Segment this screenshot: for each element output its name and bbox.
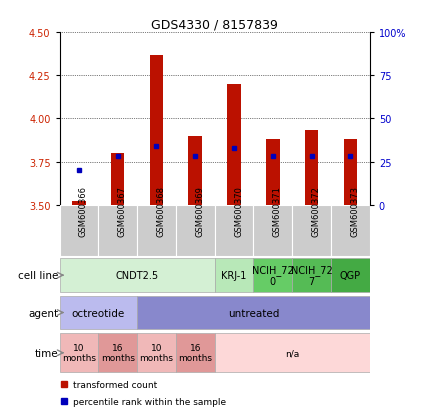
Text: 10
months: 10 months — [139, 343, 173, 363]
Text: agent: agent — [28, 308, 59, 318]
Bar — [188, 136, 202, 205]
Text: CNDT2.5: CNDT2.5 — [116, 271, 159, 280]
Text: time: time — [35, 348, 59, 358]
Bar — [253, 205, 292, 257]
Text: NCIH_72
0: NCIH_72 0 — [252, 264, 294, 287]
Bar — [60, 296, 137, 330]
Bar — [331, 259, 370, 292]
Bar — [137, 205, 176, 257]
Bar — [72, 202, 86, 205]
Text: KRJ-1: KRJ-1 — [221, 271, 246, 280]
Text: transformed count: transformed count — [74, 380, 158, 389]
Bar — [150, 55, 163, 205]
Text: octreotide: octreotide — [72, 308, 125, 318]
Bar — [292, 205, 331, 257]
Bar — [215, 205, 253, 257]
Bar — [305, 131, 318, 205]
Bar — [60, 205, 98, 257]
Text: GSM600369: GSM600369 — [195, 186, 204, 237]
Text: cell line: cell line — [18, 271, 59, 280]
Bar — [215, 259, 253, 292]
Text: GSM600372: GSM600372 — [312, 186, 320, 237]
Bar — [111, 154, 125, 205]
Bar — [266, 140, 280, 205]
Title: GDS4330 / 8157839: GDS4330 / 8157839 — [151, 19, 278, 32]
Bar — [176, 334, 215, 372]
Text: 16
months: 16 months — [178, 343, 212, 363]
Text: GSM600366: GSM600366 — [79, 186, 88, 237]
Bar — [253, 259, 292, 292]
Bar — [60, 334, 98, 372]
Bar — [98, 334, 137, 372]
Bar — [176, 205, 215, 257]
Bar — [60, 259, 215, 292]
Text: GSM600370: GSM600370 — [234, 186, 243, 237]
Text: NCIH_72
7: NCIH_72 7 — [291, 264, 332, 287]
Text: 10
months: 10 months — [62, 343, 96, 363]
Bar — [331, 205, 370, 257]
Bar — [98, 205, 137, 257]
Bar — [137, 296, 370, 330]
Text: 16
months: 16 months — [101, 343, 135, 363]
Text: GSM600373: GSM600373 — [350, 186, 360, 237]
Bar — [137, 334, 176, 372]
Text: QGP: QGP — [340, 271, 361, 280]
Bar — [227, 85, 241, 205]
Text: GSM600368: GSM600368 — [156, 186, 165, 237]
Text: untreated: untreated — [228, 308, 279, 318]
Text: percentile rank within the sample: percentile rank within the sample — [74, 397, 227, 406]
Bar — [343, 140, 357, 205]
Text: GSM600367: GSM600367 — [118, 186, 127, 237]
Bar — [215, 334, 370, 372]
Text: GSM600371: GSM600371 — [273, 186, 282, 237]
Bar — [292, 259, 331, 292]
Text: n/a: n/a — [285, 349, 299, 357]
